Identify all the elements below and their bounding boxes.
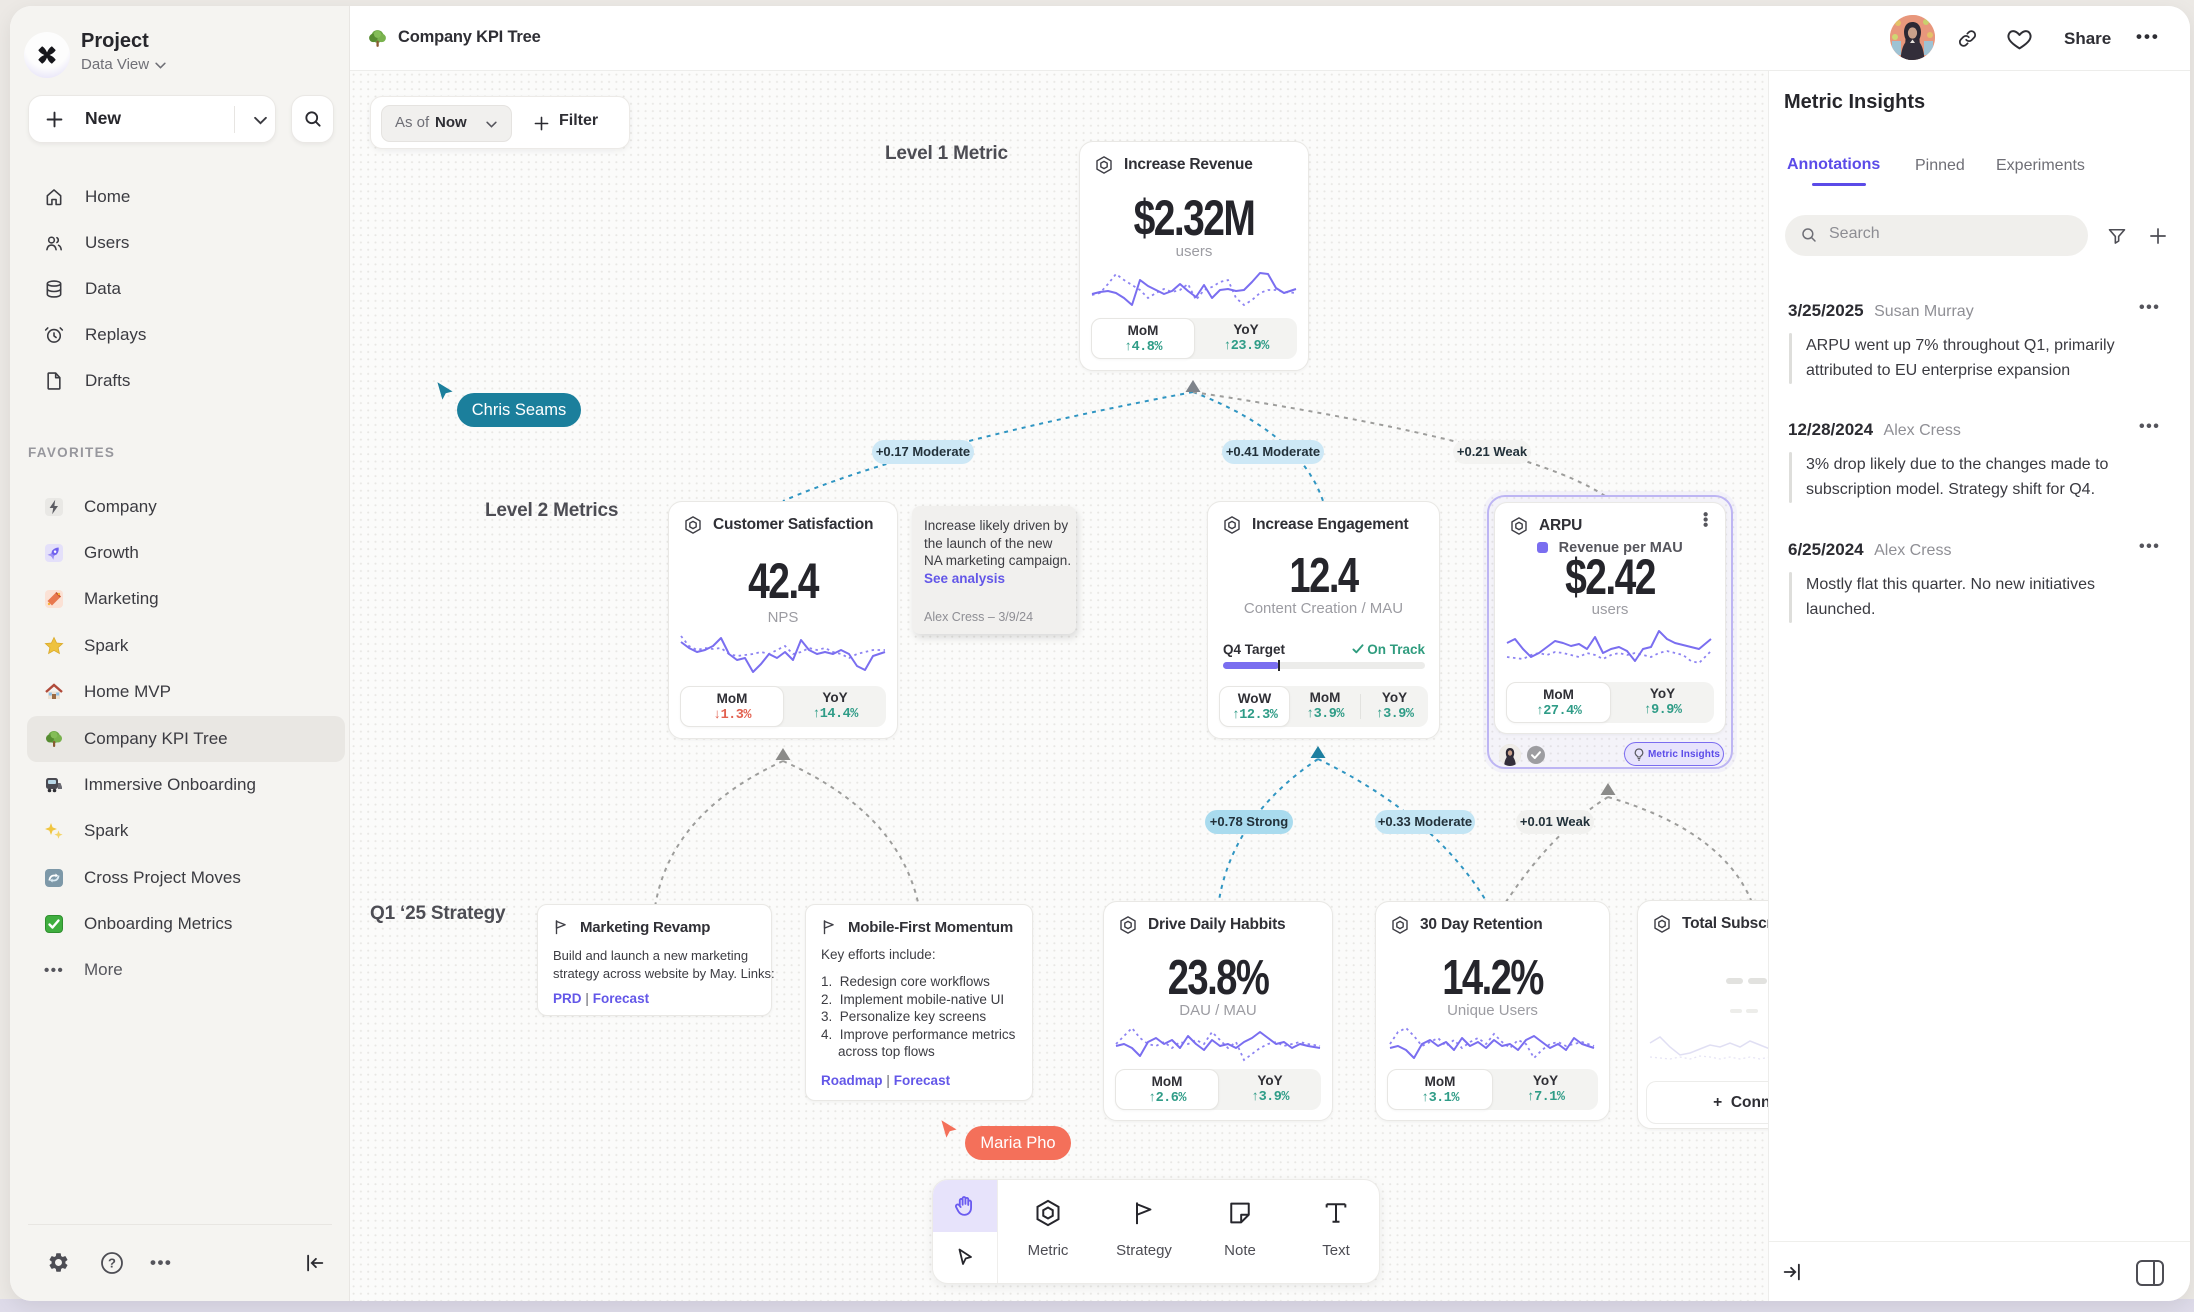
svg-text:?: ? [108, 1256, 116, 1271]
